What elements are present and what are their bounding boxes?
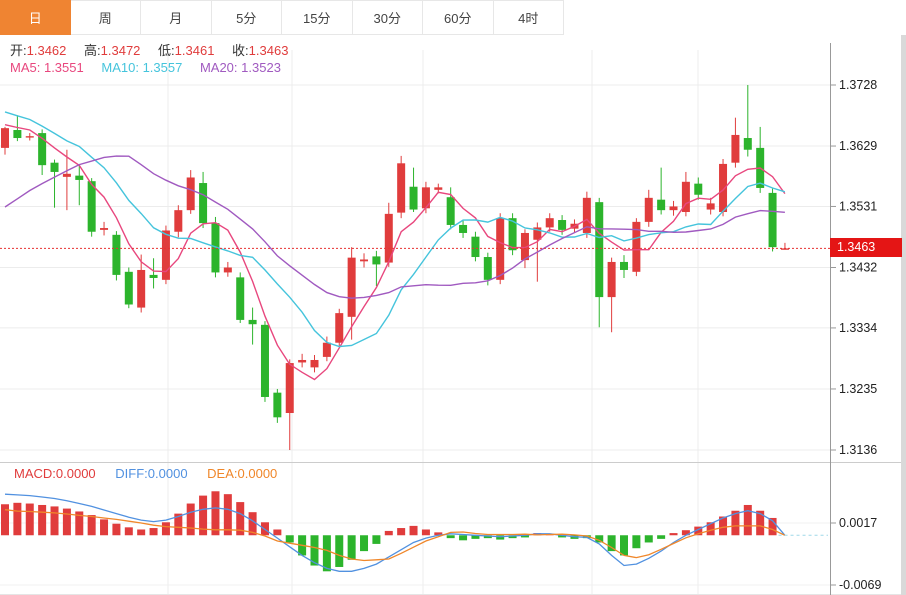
ma10-line xyxy=(4,111,786,348)
candlestick-chart[interactable]: 1.3728 1.3629 1.3531 1.3432 1.3334 1.3235 1.31… xyxy=(0,35,906,462)
open-label: 开: xyxy=(10,43,27,58)
dea-label: DEA: xyxy=(207,466,238,481)
high-label: 高: xyxy=(84,43,101,58)
macd-value: 0.0000 xyxy=(55,466,96,481)
ma5-line xyxy=(4,124,786,381)
ma20-line xyxy=(4,155,785,299)
high-value: 1.3472 xyxy=(100,43,141,58)
macd-chart[interactable]: 0.0017 -0.0069 xyxy=(0,462,906,595)
svg-text:0.0017: 0.0017 xyxy=(839,516,877,530)
diff-value: 0.0000 xyxy=(147,466,188,481)
svg-text:1.3235: 1.3235 xyxy=(839,382,877,396)
svg-text:1.3629: 1.3629 xyxy=(839,139,877,153)
svg-text:1.3432: 1.3432 xyxy=(839,261,877,275)
ma10-label: MA10: xyxy=(101,60,139,75)
macd-histogram xyxy=(1,491,777,572)
ma5-value: 1.3551 xyxy=(43,60,84,75)
dea-value: 0.0000 xyxy=(237,466,278,481)
tab-4hour[interactable]: 4时 xyxy=(493,0,564,35)
ma20-value: 1.3523 xyxy=(241,60,281,75)
ma5-label: MA5: xyxy=(10,60,41,75)
close-value: 1.3463 xyxy=(248,43,289,58)
open-value: 1.3462 xyxy=(26,43,67,58)
ma-readout: MA5: 1.3551 MA10: 1.3557 MA20: 1.3523 xyxy=(10,60,295,75)
svg-text:1.3728: 1.3728 xyxy=(839,78,877,92)
candles-layer xyxy=(1,85,789,450)
low-label: 低: xyxy=(158,43,175,58)
low-value: 1.3461 xyxy=(174,43,215,58)
period-tab-bar: 日 周 月 5分 15分 30分 60分 4时 xyxy=(0,0,564,35)
tab-60min[interactable]: 60分 xyxy=(423,0,494,35)
svg-text:1.3334: 1.3334 xyxy=(839,321,877,335)
tab-month[interactable]: 月 xyxy=(141,0,212,35)
dea-line xyxy=(4,509,786,562)
diff-label: DIFF: xyxy=(115,466,148,481)
diff-line xyxy=(4,493,786,572)
macd-label: MACD: xyxy=(14,466,56,481)
svg-text:1.3136: 1.3136 xyxy=(839,443,877,457)
close-label: 收: xyxy=(232,43,249,58)
scrollbar[interactable] xyxy=(901,35,906,595)
tab-15min[interactable]: 15分 xyxy=(282,0,353,35)
tab-30min[interactable]: 30分 xyxy=(352,0,423,35)
ohlc-readout: 开:1.3462 高:1.3472 低:1.3461 收:1.3463 xyxy=(10,40,302,59)
current-price-tag: 1.3463 xyxy=(830,238,902,257)
svg-text:1.3531: 1.3531 xyxy=(839,199,877,213)
tab-week[interactable]: 周 xyxy=(70,0,141,35)
tab-5min[interactable]: 5分 xyxy=(211,0,282,35)
tab-day[interactable]: 日 xyxy=(0,0,71,35)
ma10-value: 1.3557 xyxy=(142,60,183,75)
svg-text:-0.0069: -0.0069 xyxy=(839,578,881,592)
ma20-label: MA20: xyxy=(199,60,238,75)
current-price-value: 1.3463 xyxy=(837,240,876,254)
macd-readout: MACD:0.0000 DIFF:0.0000 DEA:0.0000 xyxy=(14,466,293,481)
